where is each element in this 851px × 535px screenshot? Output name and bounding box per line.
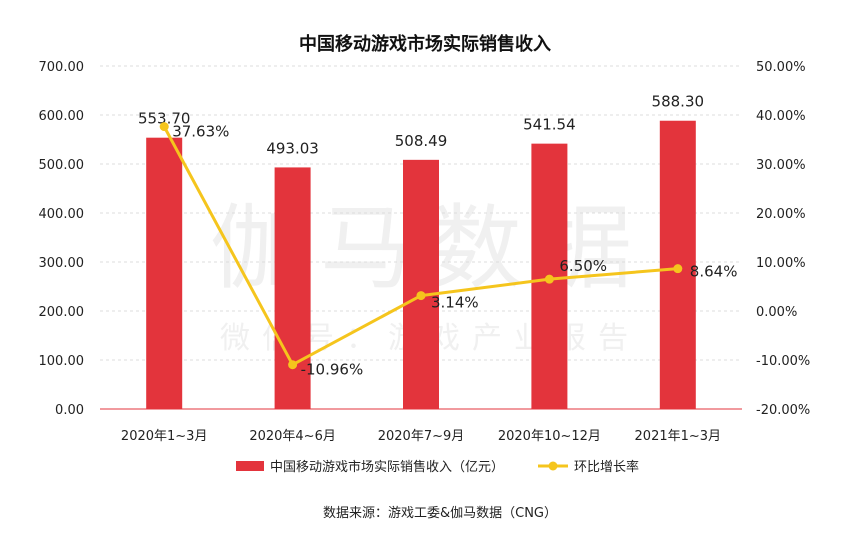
left-tick-label: 0.00 [55, 403, 84, 418]
x-tick-label: 2020年7~9月 [378, 429, 465, 444]
line-series: 37.63% -10.96% 3.14% 6.50% 8.64% [159, 122, 738, 379]
bar-value-label: 588.30 [652, 93, 705, 111]
bar [146, 137, 183, 409]
line-point [673, 264, 683, 274]
right-axis-tick-labels: -20.00% -10.00% 0.00% 10.00% 20.00% 30.00% 40.… [756, 60, 810, 418]
line-point [159, 122, 169, 132]
line-value-label: 6.50% [559, 257, 607, 275]
line-value-label: -10.96% [301, 361, 364, 379]
left-tick-label: 300.00 [39, 256, 85, 271]
x-tick-label: 2021年1~3月 [635, 429, 722, 444]
right-tick-label: 0.00% [756, 305, 797, 320]
x-tick-label: 2020年10~12月 [498, 429, 601, 444]
bar-value-label: 553.70 [138, 110, 191, 128]
x-tick-label: 2020年1~3月 [121, 429, 208, 444]
right-tick-label: 10.00% [756, 256, 806, 271]
legend-bar-label: 中国移动游戏市场实际销售收入（亿元） [270, 459, 504, 475]
bar [403, 159, 439, 409]
legend-bar-swatch [236, 461, 264, 471]
left-tick-label: 400.00 [39, 207, 85, 222]
right-tick-label: 40.00% [756, 109, 806, 124]
line-value-label: 3.14% [431, 294, 479, 312]
left-tick-label: 100.00 [39, 354, 85, 369]
right-tick-label: 20.00% [756, 207, 806, 222]
gridlines [100, 65, 742, 361]
left-tick-label: 700.00 [39, 60, 85, 75]
line-value-label: 37.63% [172, 123, 229, 141]
bar-series: 553.70 493.03 508.49 541.54 588.30 [138, 93, 705, 410]
x-axis: 2020年1~3月 2020年4~6月 2020年7~9月 2020年10~12月 20… [100, 408, 742, 444]
bar-value-label: 493.03 [266, 139, 319, 157]
bar-value-label: 508.49 [395, 132, 448, 150]
source-note: 数据来源：游戏工委&伽马数据（CNG） [323, 506, 557, 521]
left-tick-label: 600.00 [39, 109, 85, 124]
left-axis-tick-labels: 0.00 100.00 200.00 300.00 400.00 500.00 600.00… [39, 60, 85, 418]
line-value-label: 8.64% [690, 263, 738, 281]
legend-line-label: 环比增长率 [574, 459, 639, 475]
right-tick-label: 50.00% [756, 60, 806, 75]
line-point [416, 291, 426, 301]
line-point [544, 274, 554, 284]
right-tick-label: 30.00% [756, 158, 806, 173]
right-tick-label: -10.00% [756, 354, 810, 369]
left-tick-label: 200.00 [39, 305, 85, 320]
legend-line-marker [548, 461, 558, 471]
legend: 中国移动游戏市场实际销售收入（亿元） 环比增长率 [236, 459, 639, 475]
bar-value-label: 541.54 [523, 116, 576, 134]
right-tick-label: -20.00% [756, 403, 810, 418]
x-tick-label: 2020年4~6月 [249, 429, 336, 444]
chart-title: 中国移动游戏市场实际销售收入 [299, 33, 551, 55]
left-tick-label: 500.00 [39, 158, 85, 173]
line-point [288, 360, 298, 370]
